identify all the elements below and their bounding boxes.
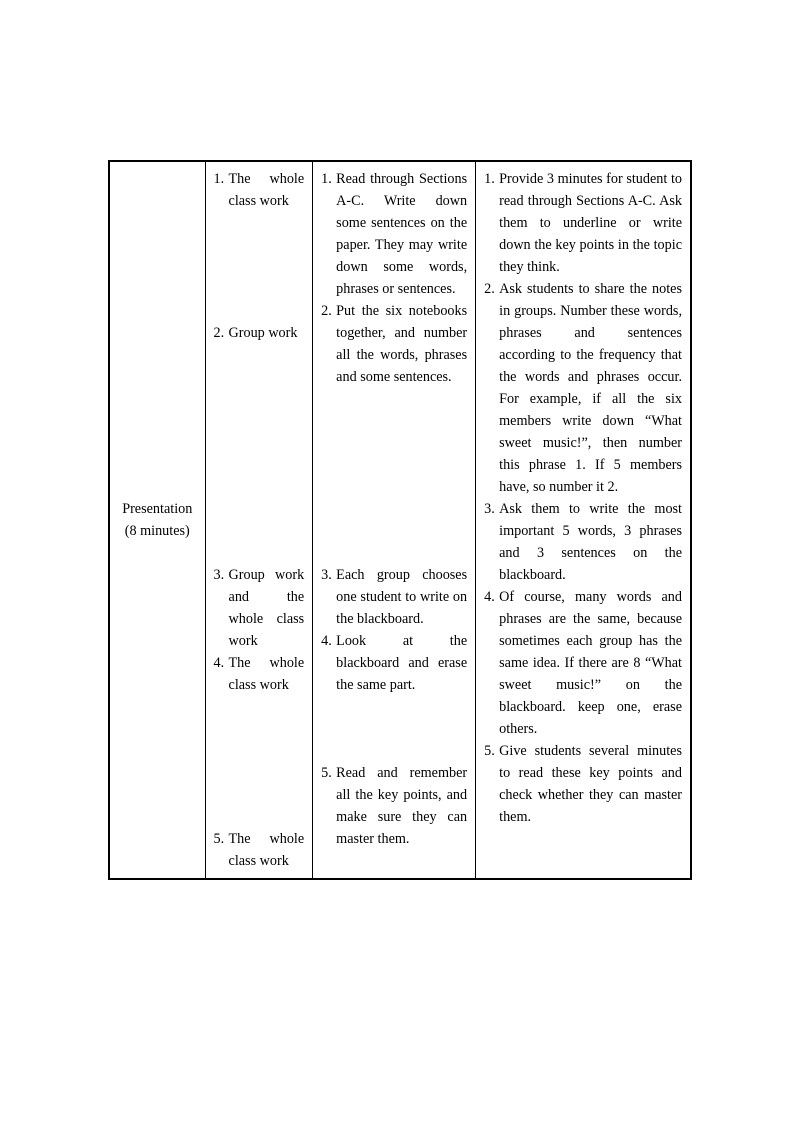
item-text: The whole class work — [229, 828, 305, 872]
item-number: 5. — [214, 828, 225, 850]
item-number: 3. — [214, 564, 225, 586]
item-number: 2. — [214, 322, 225, 344]
item-text: Ask students to share the notes in group… — [499, 278, 682, 498]
item-text: Ask them to write the most important 5 w… — [499, 498, 682, 586]
list-item: 2.Ask students to share the notes in gro… — [484, 278, 682, 498]
stage-duration: (8 minutes) — [118, 520, 197, 542]
list-item: 2.Group work — [214, 322, 305, 344]
item-number: 4. — [214, 652, 225, 674]
list-item: 1.Read through Sections A-C. Write down … — [321, 168, 467, 300]
item-text: Read through Sections A-C. Write down so… — [336, 168, 467, 300]
item-text: Group work — [229, 322, 305, 344]
student-activity-cell: 1.Read through Sections A-C. Write down … — [313, 161, 476, 879]
item-number: 4. — [484, 586, 495, 608]
list-item: 3.Ask them to write the most important 5… — [484, 498, 682, 586]
item-text: Put the six notebooks together, and numb… — [336, 300, 467, 388]
interaction-cell: 1.The whole class work2.Group work3.Grou… — [205, 161, 313, 879]
stage-cell: Presentation (8 minutes) — [109, 161, 205, 879]
student-activity-list: 1.Read through Sections A-C. Write down … — [321, 168, 467, 850]
list-item: 4.Look at the blackboard and erase the s… — [321, 630, 467, 696]
item-text: The whole class work — [229, 652, 305, 696]
teacher-activity-list: 1.Provide 3 minutes for student to read … — [484, 168, 682, 828]
page: Presentation (8 minutes) 1.The whole cla… — [0, 0, 800, 880]
list-item: 5.Give students several minutes to read … — [484, 740, 682, 828]
teacher-activity-cell: 1.Provide 3 minutes for student to read … — [476, 161, 691, 879]
item-number: 3. — [484, 498, 495, 520]
lesson-plan-table: Presentation (8 minutes) 1.The whole cla… — [108, 160, 692, 880]
list-item: 5.The whole class work — [214, 828, 305, 872]
item-number: 1. — [214, 168, 225, 190]
item-text: Provide 3 minutes for student to read th… — [499, 168, 682, 278]
list-item: 3.Group work and the whole class work — [214, 564, 305, 652]
item-number: 2. — [321, 300, 332, 322]
item-text: Each group chooses one student to write … — [336, 564, 467, 630]
list-item: 1.Provide 3 minutes for student to read … — [484, 168, 682, 278]
item-number: 1. — [321, 168, 332, 190]
item-text: Give students several minutes to read th… — [499, 740, 682, 828]
item-number: 2. — [484, 278, 495, 300]
item-number: 5. — [321, 762, 332, 784]
list-item: 4.The whole class work — [214, 652, 305, 696]
table-row: Presentation (8 minutes) 1.The whole cla… — [109, 161, 691, 879]
list-item: 3.Each group chooses one student to writ… — [321, 564, 467, 630]
list-item: 5.Read and remember all the key points, … — [321, 762, 467, 850]
list-item: 2.Put the six notebooks together, and nu… — [321, 300, 467, 388]
item-text: The whole class work — [229, 168, 305, 212]
item-number: 3. — [321, 564, 332, 586]
item-number: 5. — [484, 740, 495, 762]
stage-title: Presentation — [118, 498, 197, 520]
item-text: Of course, many words and phrases are th… — [499, 586, 682, 740]
item-text: Group work and the whole class work — [229, 564, 305, 652]
item-text: Read and remember all the key points, an… — [336, 762, 467, 850]
interaction-list: 1.The whole class work2.Group work3.Grou… — [214, 168, 305, 872]
list-item: 1.The whole class work — [214, 168, 305, 212]
item-number: 4. — [321, 630, 332, 652]
item-number: 1. — [484, 168, 495, 190]
list-item: 4.Of course, many words and phrases are … — [484, 586, 682, 740]
item-text: Look at the blackboard and erase the sam… — [336, 630, 467, 696]
